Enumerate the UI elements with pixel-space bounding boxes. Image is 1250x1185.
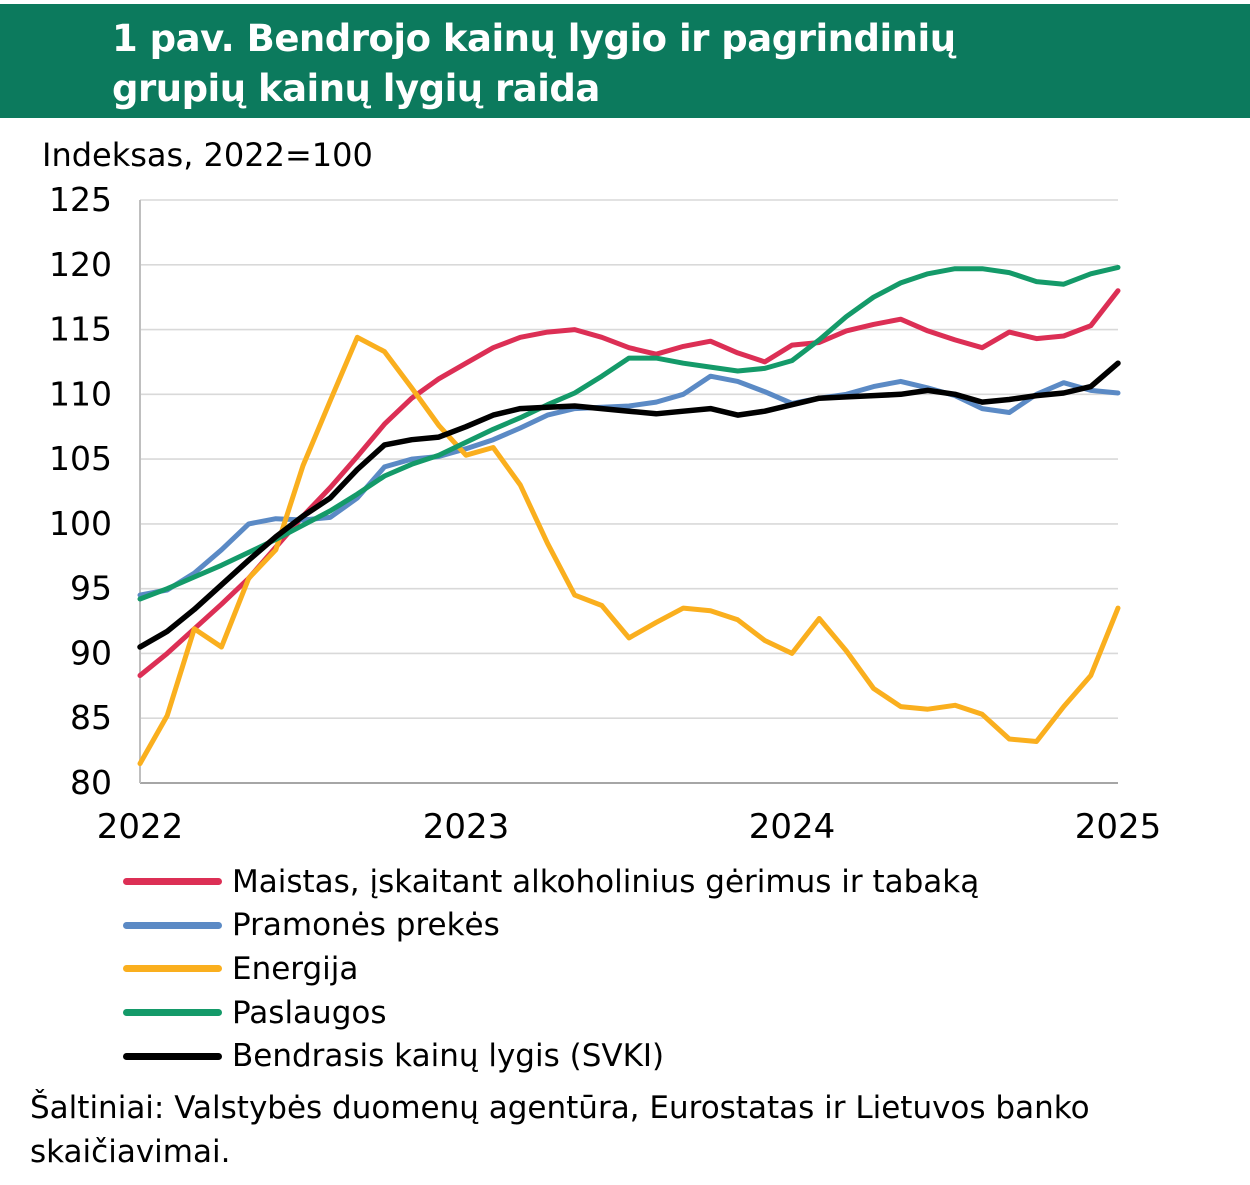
series-line	[137, 334, 1121, 767]
y-axis-tick-label: 115	[49, 310, 112, 349]
x-axis-tick-label: 2023	[423, 807, 510, 847]
legend-item: Maistas, įskaitant alkoholinius gėrimus …	[123, 860, 979, 904]
chart-legend: Maistas, įskaitant alkoholinius gėrimus …	[123, 860, 979, 1078]
legend-swatch	[123, 965, 222, 973]
legend-label: Paslaugos	[232, 994, 387, 1031]
series-line	[137, 360, 1121, 650]
legend-swatch	[123, 921, 222, 929]
y-axis-tick-label: 95	[70, 569, 112, 608]
x-axis-tick-label: 2022	[97, 807, 184, 847]
legend-item: Energija	[123, 947, 979, 991]
x-axis-tick-label: 2024	[749, 807, 836, 847]
legend-label: Maistas, įskaitant alkoholinius gėrimus …	[232, 863, 980, 900]
legend-item: Pramonės prekės	[123, 904, 979, 948]
y-axis-tick-label: 125	[49, 180, 112, 219]
series-line	[137, 288, 1121, 678]
y-axis-tick-label: 100	[49, 504, 112, 543]
legend-item: Bendrasis kainų lygis (SVKI)	[123, 1034, 979, 1078]
legend-item: Paslaugos	[123, 991, 979, 1035]
legend-swatch	[123, 1052, 222, 1060]
legend-label: Energija	[232, 950, 359, 987]
y-axis-tick-label: 120	[49, 245, 112, 284]
legend-swatch	[123, 1009, 222, 1017]
figure-title-banner: 1 pav. Bendrojo kainų lygio ir pagrindin…	[0, 4, 1250, 118]
y-axis-tick-label: 85	[70, 698, 112, 737]
y-axis-tick-label: 80	[70, 763, 112, 802]
legend-swatch	[123, 878, 222, 886]
source-note: Šaltiniai: Valstybės duomenų agentūra, E…	[30, 1090, 1090, 1170]
y-axis-tick-label: 110	[49, 374, 112, 413]
y-axis-tick-label: 105	[49, 439, 112, 478]
legend-label: Bendrasis kainų lygis (SVKI)	[232, 1038, 665, 1075]
figure-title-line1: 1 pav. Bendrojo kainų lygio ir pagrindin…	[112, 17, 956, 60]
series-line	[137, 264, 1121, 602]
y-axis-tick-label: 90	[70, 633, 112, 672]
figure-title-line2: grupių kainų lygių raida	[112, 67, 600, 110]
legend-label: Pramonės prekės	[232, 907, 500, 944]
y-axis-unit-label: Indeksas, 2022=100	[42, 136, 373, 174]
x-axis-tick-label: 2025	[1075, 807, 1162, 847]
